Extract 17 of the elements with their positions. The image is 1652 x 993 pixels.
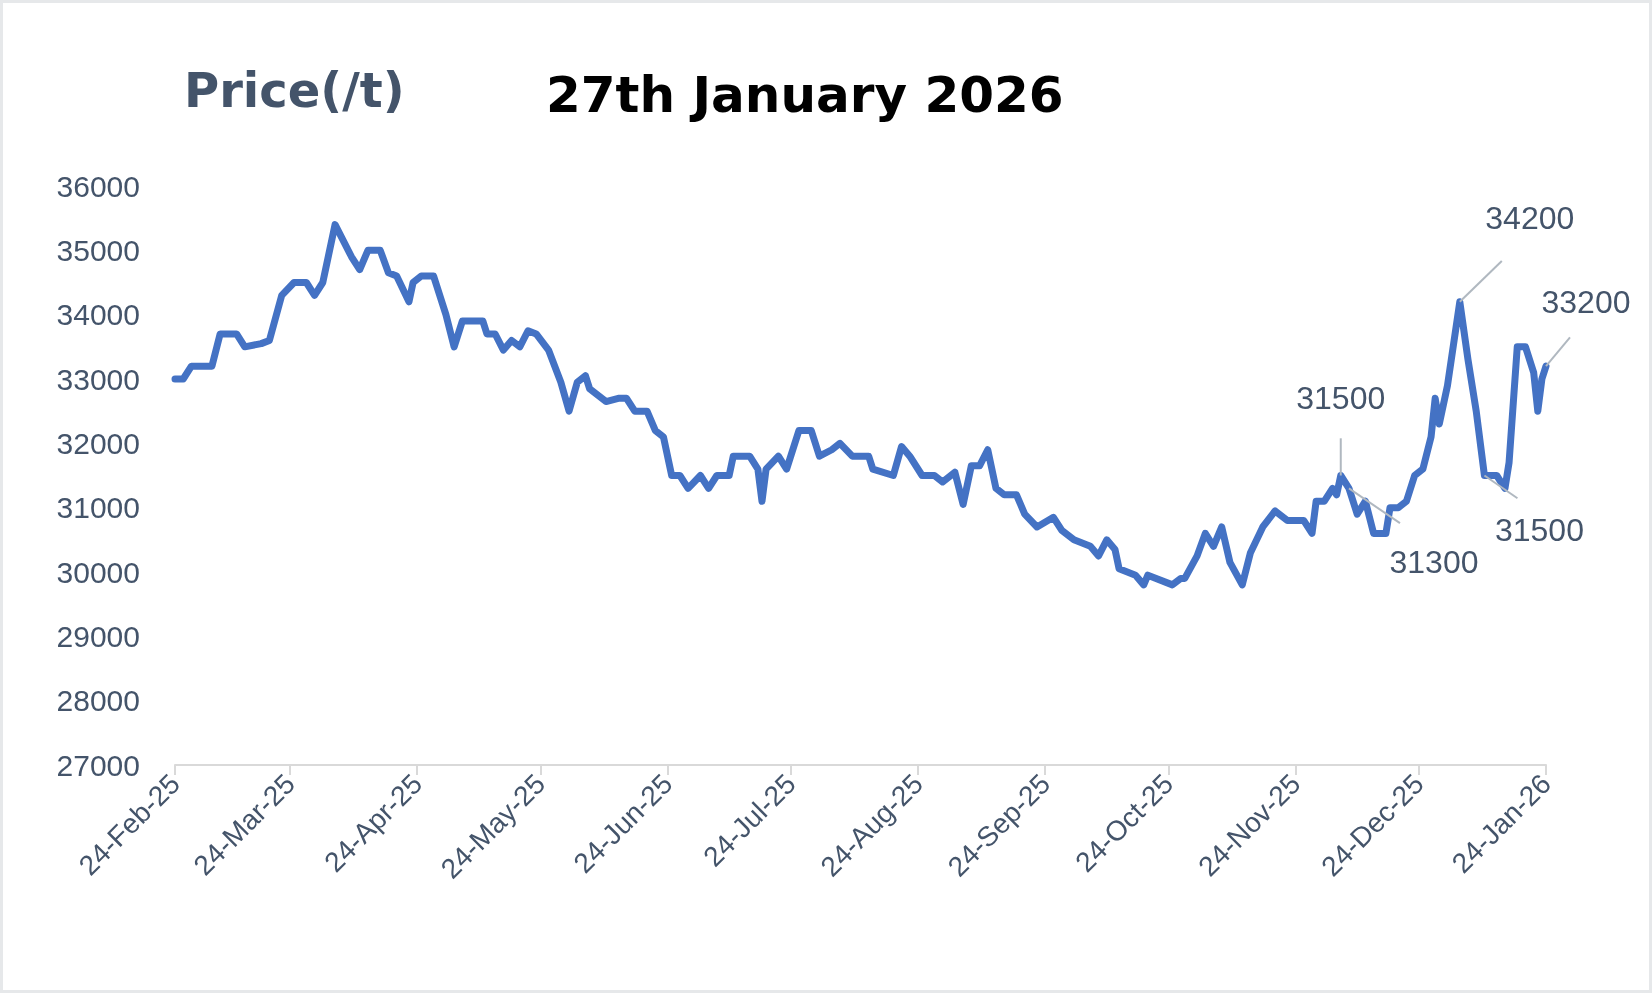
y-tick-label: 28000: [56, 684, 140, 718]
y-tick-label: 36000: [56, 169, 140, 203]
y-tick-label: 31000: [56, 491, 140, 525]
y-tick-label: 27000: [56, 748, 140, 782]
annotation: 31300: [1389, 544, 1479, 581]
y-tick-label: 29000: [56, 619, 140, 653]
y-axis-title: Price(/t): [184, 62, 405, 118]
y-tick-label: 35000: [56, 233, 140, 267]
annotation: 33200: [1541, 284, 1631, 321]
y-tick-label: 33000: [56, 362, 140, 396]
chart-title: 27th January 2026: [546, 66, 1064, 124]
annotation: 31500: [1494, 511, 1584, 548]
y-tick-label: 32000: [56, 426, 140, 460]
y-tick-label: 30000: [56, 555, 140, 589]
annotation: 34200: [1485, 199, 1575, 236]
y-tick-label: 34000: [56, 298, 140, 332]
annotation: 31500: [1296, 379, 1386, 416]
